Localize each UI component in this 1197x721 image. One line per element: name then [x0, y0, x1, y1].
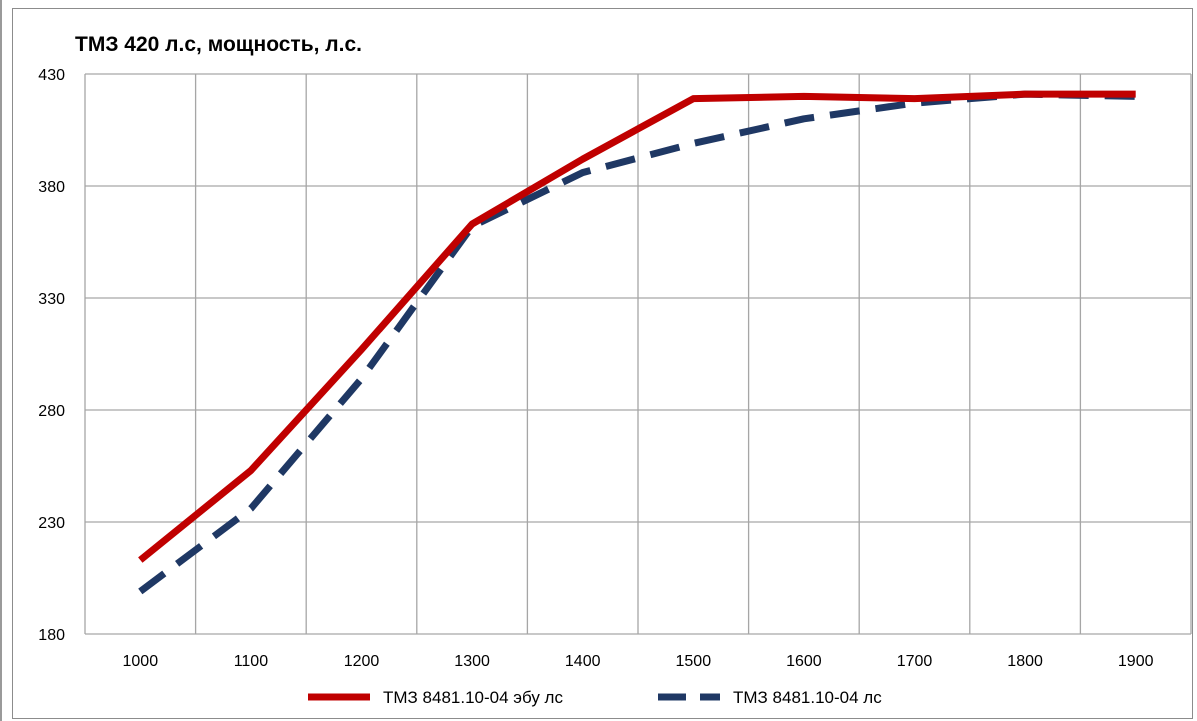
chart-area	[12, 8, 1193, 719]
legend: ТМЗ 8481.10-04 эбу лс ТМЗ 8481.10-04 лс	[308, 688, 882, 707]
x-tick-label: 1200	[344, 653, 380, 670]
x-axis-ticks: 1000 1100 1200 1300 1400 1500 1600 1700 1800 1900	[123, 653, 1154, 670]
x-tick-label: 1300	[454, 653, 490, 670]
y-tick-label: 380	[38, 179, 65, 196]
window-left-border	[0, 0, 2, 721]
x-tick-label: 1500	[676, 653, 712, 670]
y-axis-ticks: 180 230 280 330 380 430	[38, 67, 65, 644]
series-line-0	[138, 90, 1136, 563]
y-tick-label: 430	[38, 67, 65, 84]
legend-label-0: ТМЗ 8481.10-04 эбу лс	[383, 688, 563, 707]
x-tick-label: 1100	[234, 653, 269, 670]
y-tick-label: 330	[38, 291, 65, 308]
x-tick-label: 1700	[897, 653, 933, 670]
x-tick-label: 1900	[1118, 653, 1154, 670]
y-tick-label: 280	[38, 403, 65, 420]
x-tick-label: 1000	[123, 653, 159, 670]
y-tick-label: 230	[38, 515, 65, 532]
y-tick-label: 180	[38, 627, 65, 644]
chart-title: ТМЗ 420 л.с, мощность, л.с.	[75, 33, 362, 56]
series-lines	[138, 90, 1136, 595]
x-tick-label: 1400	[565, 653, 601, 670]
legend-label-1: ТМЗ 8481.10-04 лс	[733, 688, 882, 707]
grid-lines	[84, 73, 1192, 635]
x-tick-label: 1600	[786, 653, 822, 670]
x-tick-label: 1800	[1007, 653, 1043, 670]
